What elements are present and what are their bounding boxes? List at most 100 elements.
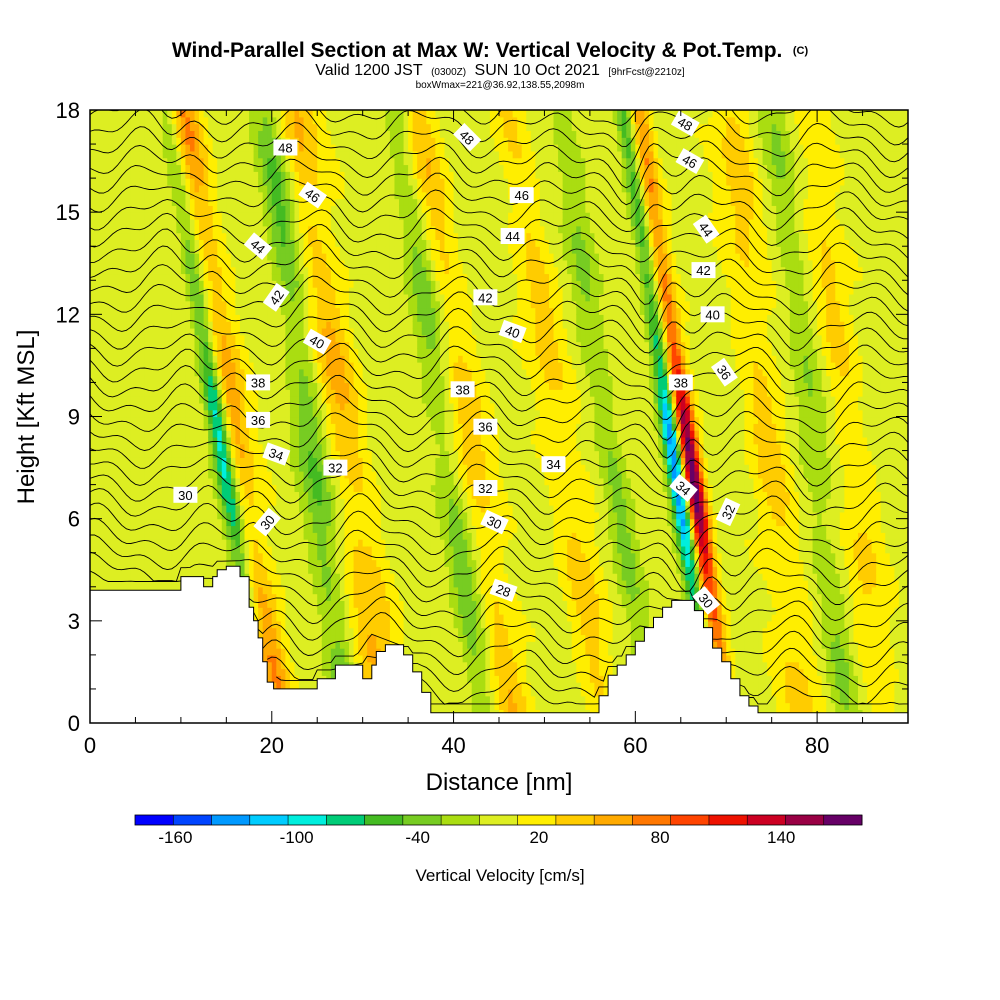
velocity-cell (253, 116, 259, 125)
velocity-cell (167, 110, 173, 118)
velocity-cell (276, 280, 282, 288)
velocity-cell (121, 253, 127, 261)
velocity-cell (335, 402, 341, 411)
velocity-cell (317, 293, 323, 302)
velocity-cell (149, 327, 155, 336)
velocity-cell (217, 334, 223, 343)
velocity-cell (135, 184, 141, 193)
velocity-cell (176, 457, 182, 465)
velocity-cell (167, 430, 173, 438)
velocity-cell (253, 566, 259, 574)
velocity-cell (139, 470, 146, 479)
velocity-cell (144, 477, 150, 486)
velocity-cell (94, 498, 100, 506)
velocity-cell (103, 382, 109, 390)
velocity-cell (321, 396, 327, 404)
velocity-cell (239, 532, 246, 540)
velocity-cell (299, 368, 305, 377)
velocity-cell (267, 307, 273, 315)
velocity-cell (99, 300, 105, 309)
velocity-cell (189, 253, 196, 261)
velocity-cell (194, 293, 200, 302)
velocity-cell (235, 382, 241, 390)
velocity-cell (103, 191, 109, 200)
velocity-cell (299, 327, 305, 336)
velocity-cell (244, 436, 250, 445)
velocity-cell (158, 246, 164, 254)
velocity-cell (135, 498, 141, 506)
velocity-cell (171, 511, 177, 520)
velocity-cell (208, 484, 214, 493)
velocity-cell (289, 505, 296, 513)
velocity-cell (271, 416, 277, 424)
velocity-cell (158, 137, 164, 145)
velocity-cell (244, 327, 250, 336)
velocity-cell (144, 545, 150, 554)
velocity-cell (203, 314, 209, 322)
velocity-cell (212, 225, 218, 234)
velocity-cell (299, 627, 305, 636)
velocity-cell (267, 648, 273, 656)
velocity-cell (99, 362, 105, 370)
velocity-cell (271, 355, 277, 363)
velocity-cell (330, 327, 336, 336)
velocity-cell (308, 525, 314, 533)
velocity-cell (249, 212, 255, 220)
velocity-cell (126, 416, 132, 424)
velocity-cell (108, 464, 114, 472)
velocity-cell (258, 348, 264, 356)
velocity-cell (126, 293, 132, 302)
velocity-cell (244, 341, 250, 349)
velocity-cell (253, 552, 259, 561)
velocity-cell (308, 205, 314, 213)
velocity-cell (99, 321, 105, 329)
velocity-cell (217, 518, 223, 527)
velocity-cell (249, 505, 255, 513)
velocity-cell (158, 205, 164, 213)
velocity-cell (112, 368, 118, 377)
velocity-cell (289, 375, 296, 384)
velocity-cell (90, 130, 96, 138)
velocity-cell (317, 566, 323, 574)
velocity-cell (317, 477, 323, 486)
velocity-cell (158, 280, 164, 288)
velocity-cell (262, 607, 268, 615)
velocity-cell (117, 525, 123, 533)
velocity-cell (276, 232, 282, 241)
velocity-cell (235, 368, 241, 377)
velocity-cell (294, 559, 300, 567)
velocity-cell (289, 327, 296, 336)
velocity-cell (194, 382, 200, 390)
velocity-cell (299, 137, 305, 145)
velocity-cell (285, 443, 291, 452)
velocity-cell (280, 253, 287, 261)
velocity-cell (312, 355, 318, 363)
velocity-cell (121, 409, 127, 418)
velocity-cell (235, 293, 241, 302)
velocity-cell (317, 593, 323, 601)
velocity-cell (253, 130, 259, 138)
velocity-cell (139, 436, 146, 445)
velocity-cell (230, 239, 237, 247)
velocity-cell (289, 579, 296, 588)
velocity-cell (285, 491, 291, 499)
velocity-cell (144, 178, 150, 186)
velocity-cell (126, 314, 132, 322)
velocity-cell (167, 178, 173, 186)
velocity-cell (139, 287, 146, 295)
velocity-cell (158, 232, 164, 241)
velocity-cell (217, 368, 223, 377)
velocity-cell (185, 280, 191, 288)
velocity-cell (258, 130, 264, 138)
velocity-cell (153, 368, 159, 377)
velocity-cell (199, 450, 205, 458)
velocity-cell (212, 402, 218, 411)
velocity-cell (139, 259, 146, 268)
velocity-cell (103, 423, 109, 431)
velocity-cell (126, 144, 132, 152)
velocity-cell (94, 327, 100, 336)
velocity-cell (221, 402, 227, 411)
velocity-cell (99, 573, 105, 581)
velocity-cell (139, 450, 146, 458)
velocity-cell (317, 362, 323, 370)
